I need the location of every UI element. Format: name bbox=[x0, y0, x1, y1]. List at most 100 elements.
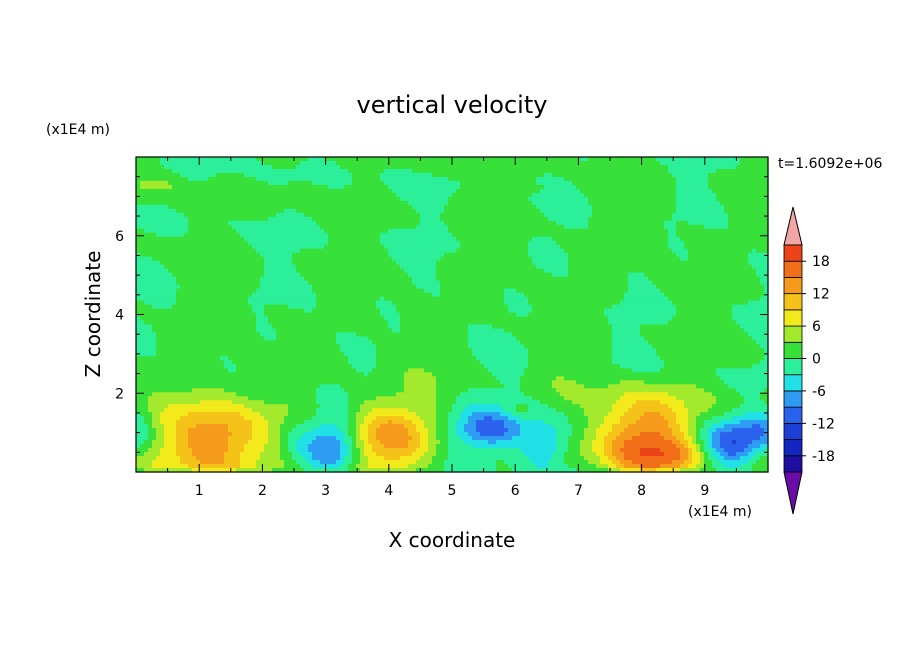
field-cell bbox=[568, 200, 573, 206]
field-cell bbox=[644, 157, 649, 162]
field-cell bbox=[428, 168, 433, 174]
field-cell bbox=[764, 176, 769, 182]
field-cell bbox=[504, 176, 509, 182]
field-cell bbox=[456, 276, 461, 282]
field-cell bbox=[496, 157, 501, 162]
field-cell bbox=[392, 244, 397, 250]
field-cell bbox=[152, 220, 157, 226]
field-cell bbox=[316, 280, 321, 286]
field-cell bbox=[152, 276, 157, 282]
field-cell bbox=[324, 192, 329, 198]
field-cell bbox=[224, 244, 229, 250]
field-cell bbox=[264, 220, 269, 226]
field-cell bbox=[584, 168, 589, 174]
field-cell bbox=[504, 260, 509, 266]
field-cell bbox=[756, 264, 761, 270]
field-cell bbox=[492, 260, 497, 266]
field-cell bbox=[288, 164, 293, 170]
field-cell bbox=[724, 212, 729, 218]
field-cell bbox=[644, 224, 649, 230]
field-cell bbox=[752, 224, 757, 230]
field-cell bbox=[520, 224, 525, 230]
field-cell bbox=[372, 228, 377, 234]
field-cell bbox=[708, 244, 713, 250]
field-cell bbox=[460, 208, 465, 214]
field-cell bbox=[216, 252, 221, 258]
field-cell bbox=[428, 268, 433, 274]
field-cell bbox=[644, 236, 649, 242]
field-cell bbox=[188, 228, 193, 234]
field-cell bbox=[252, 240, 257, 246]
field-cell bbox=[516, 236, 521, 242]
field-cell bbox=[608, 260, 613, 266]
field-cell bbox=[452, 232, 457, 238]
field-cell bbox=[732, 264, 737, 270]
field-cell bbox=[512, 180, 517, 186]
field-cell bbox=[280, 268, 285, 274]
field-cell bbox=[644, 248, 649, 254]
field-cell bbox=[148, 224, 153, 230]
field-cell bbox=[160, 228, 165, 234]
field-cell bbox=[548, 252, 553, 258]
field-cell bbox=[184, 256, 189, 262]
field-cell bbox=[196, 216, 201, 222]
field-cell bbox=[196, 164, 201, 170]
field-cell bbox=[140, 212, 145, 218]
field-cell bbox=[180, 172, 185, 178]
field-cell bbox=[424, 204, 429, 210]
field-cell bbox=[236, 272, 241, 278]
field-cell bbox=[764, 224, 769, 230]
field-cell bbox=[580, 256, 585, 262]
field-cell bbox=[328, 192, 333, 198]
field-cell bbox=[456, 204, 461, 210]
field-cell bbox=[388, 276, 393, 282]
field-cell bbox=[692, 260, 697, 266]
field-cell bbox=[180, 200, 185, 206]
field-cell bbox=[312, 180, 317, 186]
field-cell bbox=[548, 276, 553, 282]
field-cell bbox=[256, 232, 261, 238]
field-cell bbox=[636, 256, 641, 262]
field-cell bbox=[444, 212, 449, 218]
field-cell bbox=[184, 168, 189, 174]
field-cell bbox=[508, 252, 513, 258]
field-cell bbox=[232, 208, 237, 214]
field-cell bbox=[544, 196, 549, 202]
field-cell bbox=[676, 216, 681, 222]
field-cell bbox=[576, 260, 581, 266]
field-cell bbox=[700, 160, 705, 166]
field-cell bbox=[440, 236, 445, 242]
field-cell bbox=[696, 196, 701, 202]
field-cell bbox=[172, 264, 177, 270]
field-cell bbox=[612, 256, 617, 262]
field-cell bbox=[640, 204, 645, 210]
field-cell bbox=[540, 176, 545, 182]
field-cell bbox=[176, 268, 181, 274]
field-cell bbox=[460, 176, 465, 182]
field-cell bbox=[308, 172, 313, 178]
field-cell bbox=[576, 232, 581, 238]
field-cell bbox=[220, 272, 225, 278]
field-cell bbox=[152, 200, 157, 206]
field-cell bbox=[736, 188, 741, 194]
field-cell bbox=[752, 236, 757, 242]
field-cell bbox=[764, 248, 769, 254]
field-cell bbox=[152, 196, 157, 202]
field-cell bbox=[664, 252, 669, 258]
field-cell bbox=[312, 256, 317, 262]
field-cell bbox=[208, 192, 213, 198]
field-cell bbox=[156, 204, 161, 210]
field-cell bbox=[576, 216, 581, 222]
field-cell bbox=[656, 260, 661, 266]
field-cell bbox=[592, 164, 597, 170]
field-cell bbox=[748, 228, 753, 234]
field-cell bbox=[712, 208, 717, 214]
field-cell bbox=[596, 168, 601, 174]
field-cell bbox=[716, 192, 721, 198]
field-cell bbox=[216, 228, 221, 234]
field-cell bbox=[472, 256, 477, 262]
field-cell bbox=[360, 272, 365, 278]
field-cell bbox=[624, 228, 629, 234]
field-cell bbox=[468, 236, 473, 242]
field-cell bbox=[148, 216, 153, 222]
